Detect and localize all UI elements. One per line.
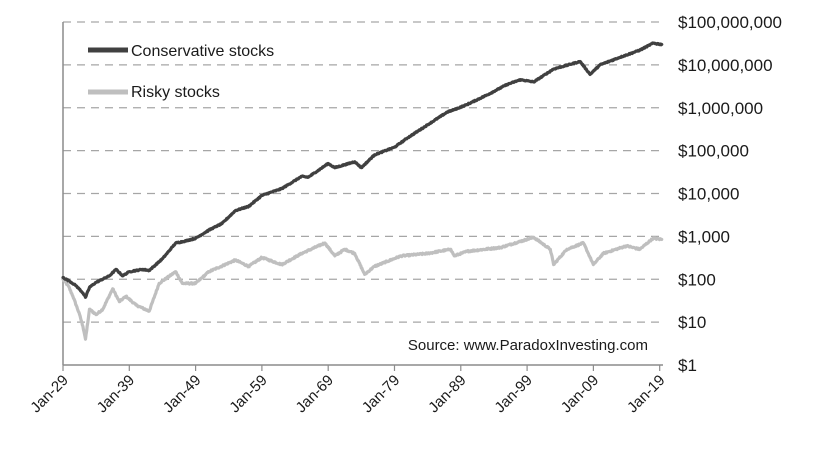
y-tick-label: $10,000,000 bbox=[678, 56, 773, 75]
x-tick-label: Jan-69 bbox=[293, 372, 337, 416]
y-tick-label: $1,000,000 bbox=[678, 99, 763, 118]
x-tick-label: Jan-59 bbox=[226, 372, 270, 416]
x-tick-label: Jan-09 bbox=[558, 372, 602, 416]
y-tick-label: $10 bbox=[678, 313, 706, 332]
legend: Conservative stocks Risky stocks bbox=[88, 43, 274, 101]
y-tick-label: $1,000 bbox=[678, 227, 730, 246]
axes bbox=[62, 22, 663, 366]
source-annotation: Source: www.ParadoxInvesting.com bbox=[408, 337, 648, 354]
x-tick-label: Jan-79 bbox=[359, 372, 403, 416]
y-tick-labels: $1 $10 $100 $1,000 $10,000 $100,000 $1,000,000… bbox=[678, 13, 782, 375]
y-tick-label: $100 bbox=[678, 270, 716, 289]
x-tick-labels: Jan-29 Jan-39 Jan-49 Jan-59 Jan-69 Jan-79 Jan-… bbox=[27, 365, 669, 416]
x-tick-label: Jan-39 bbox=[94, 372, 138, 416]
y-tick-label: $100,000,000 bbox=[678, 13, 782, 32]
legend-label-conservative: Conservative stocks bbox=[131, 43, 274, 60]
y-tick-label: $10,000 bbox=[678, 185, 739, 204]
series-lines bbox=[61, 41, 664, 341]
series-line-risky bbox=[61, 235, 664, 341]
x-tick-label: Jan-49 bbox=[160, 372, 204, 416]
gridlines bbox=[63, 21, 663, 323]
y-tick-label: $100,000 bbox=[678, 142, 749, 161]
x-tick-label: Jan-19 bbox=[624, 372, 668, 416]
y-tick-label: $1 bbox=[678, 356, 697, 375]
x-tick-label: Jan-89 bbox=[425, 372, 469, 416]
series-line-conservative bbox=[61, 41, 664, 299]
x-tick-label: Jan-99 bbox=[491, 372, 535, 416]
legend-label-risky: Risky stocks bbox=[131, 84, 220, 101]
x-tick-label: Jan-29 bbox=[27, 372, 71, 416]
